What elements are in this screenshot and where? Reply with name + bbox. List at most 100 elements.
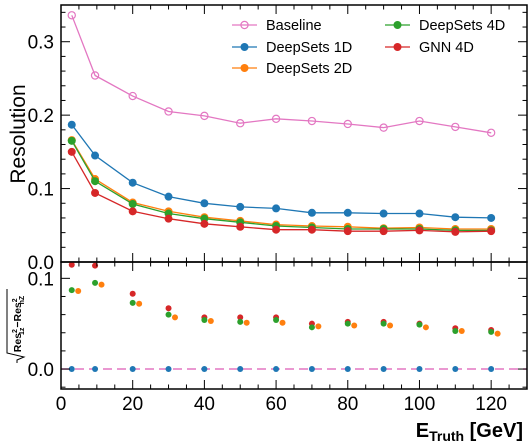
ratio-point (452, 366, 459, 373)
x-axis-title-main: E (416, 420, 429, 442)
data-point (164, 192, 173, 201)
y-tick-label-top: 0.1 (28, 180, 54, 201)
series-line-4 (71, 151, 492, 233)
data-point (128, 91, 137, 101)
ratio-point (68, 287, 75, 294)
ratio-point (129, 290, 136, 297)
ratio-point (458, 327, 465, 334)
data-point (451, 213, 460, 222)
y-tick-label-bottom: 0.1 (28, 269, 54, 290)
legend-entry: DeepSets 1D (232, 40, 352, 56)
data-point (379, 209, 388, 218)
ratio-point (98, 281, 105, 288)
radical-sign (6, 289, 26, 363)
legend-entry: Baseline (232, 18, 322, 34)
data-point (307, 116, 317, 126)
x-tick-label: 20 (122, 394, 143, 415)
ratio-point (201, 366, 208, 373)
ratio-point (279, 319, 286, 326)
ratio-point (75, 288, 82, 295)
y-tick-label-bottom: 0.0 (28, 360, 54, 381)
x-axis-title-sub: Truth (429, 428, 464, 444)
legend-entry: GNN 4D (385, 40, 474, 56)
y-axis-title-bottom-part: nZ (19, 295, 26, 304)
data-point (236, 119, 245, 128)
data-point (379, 123, 388, 132)
data-point (128, 207, 137, 216)
legend-marker (240, 64, 249, 72)
ratio-point (68, 261, 75, 268)
data-point (236, 222, 245, 231)
x-tick-label: 120 (475, 394, 507, 415)
data-point (487, 227, 496, 236)
bottom-panel: 0 20 40 60 80 100 120 0.0 0.1 (28, 261, 528, 415)
y-axis-title-bottom-text: Res21z−Res2nZ (12, 295, 26, 352)
y-axis-title-bottom-part: −Res (12, 302, 24, 328)
data-point (236, 202, 245, 211)
ratio-point (494, 330, 501, 337)
ratio-point (344, 366, 351, 373)
ratio-point (488, 366, 495, 373)
data-point (128, 178, 137, 187)
ratio-point (351, 322, 358, 329)
y-axis-title-bottom-part: Res (12, 333, 24, 352)
data-point (451, 122, 460, 132)
data-point (67, 11, 76, 20)
ratio-point (165, 305, 172, 312)
data-point (272, 204, 281, 213)
x-tick-label: 60 (266, 394, 287, 415)
data-point (343, 227, 352, 236)
data-point (307, 208, 316, 217)
data-point (67, 120, 76, 129)
legend-label: DeepSets 1D (266, 40, 352, 56)
ratio-point (171, 314, 178, 321)
y-tick-label-top: 0.0 (28, 253, 54, 274)
ratio-point (387, 322, 394, 329)
data-point (271, 114, 281, 124)
ratio-point (207, 317, 214, 324)
data-point (415, 116, 424, 126)
data-point (91, 188, 100, 197)
ratio-point (273, 366, 280, 373)
ratio-point (344, 320, 351, 327)
data-point (415, 209, 424, 218)
ratio-point (237, 318, 244, 325)
ratio-point (308, 366, 315, 373)
legend-entry: DeepSets 2D (232, 61, 352, 77)
data-point (164, 214, 173, 223)
legend-marker (240, 20, 249, 30)
x-tick-label: 40 (194, 394, 215, 415)
data-point (128, 199, 137, 208)
ratio-point (416, 321, 423, 328)
data-point (67, 147, 76, 156)
data-point (91, 177, 100, 186)
ratio-point (165, 311, 172, 318)
data-point (487, 213, 496, 222)
ratio-point (92, 279, 99, 286)
ratio-point (452, 327, 459, 334)
ratio-point (165, 366, 172, 373)
legend-marker (393, 43, 402, 51)
ratio-point (488, 328, 495, 335)
x-axis-title: ETruth [GeV] (416, 420, 523, 444)
data-point (164, 107, 173, 116)
ratio-point (237, 314, 244, 321)
ratio-point (129, 366, 136, 373)
x-tick-label: 100 (404, 394, 436, 415)
y-axis-title-bottom-part: 2 (12, 329, 19, 333)
data-point (67, 136, 76, 145)
ratio-point (237, 366, 244, 373)
x-tick-label: 80 (337, 394, 358, 415)
ratio-point (273, 317, 280, 324)
legend-label: DeepSets 4D (419, 18, 505, 34)
y-axis-title-bottom: Res21z−Res2nZ (6, 289, 26, 363)
data-point (90, 71, 100, 80)
data-point (200, 199, 209, 208)
ratio-point (136, 300, 143, 307)
ratio-point (129, 299, 136, 306)
legend-marker (240, 43, 249, 51)
legend-label: GNN 4D (419, 40, 474, 56)
data-point (343, 208, 352, 217)
data-point (343, 119, 352, 129)
